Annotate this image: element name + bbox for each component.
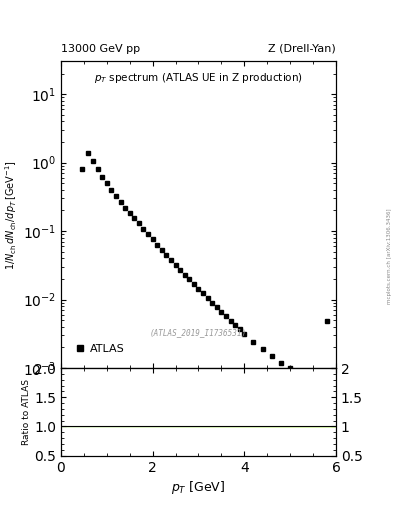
ATLAS (233, 323, 237, 329)
ATLAS (210, 300, 215, 306)
ATLAS (191, 281, 196, 287)
ATLAS (141, 226, 146, 232)
ATLAS (160, 247, 164, 253)
ATLAS (182, 272, 187, 278)
ATLAS (215, 304, 219, 310)
ATLAS (109, 187, 114, 193)
ATLAS (169, 257, 173, 263)
X-axis label: $p_T$ [GeV]: $p_T$ [GeV] (171, 479, 226, 496)
ATLAS (237, 326, 242, 332)
ATLAS (315, 382, 320, 388)
ATLAS (100, 174, 105, 180)
ATLAS (164, 252, 169, 258)
ATLAS (260, 346, 265, 352)
ATLAS (105, 180, 109, 186)
ATLAS (270, 353, 274, 359)
ATLAS (95, 165, 100, 172)
ATLAS (173, 262, 178, 268)
Text: (ATLAS_2019_I1736531): (ATLAS_2019_I1736531) (150, 328, 247, 337)
Text: $p_T$ spectrum (ATLAS UE in Z production): $p_T$ spectrum (ATLAS UE in Z production… (94, 71, 303, 84)
ATLAS (132, 215, 137, 221)
Y-axis label: Ratio to ATLAS: Ratio to ATLAS (22, 379, 31, 445)
ATLAS (219, 309, 224, 315)
ATLAS (118, 199, 123, 205)
ATLAS (205, 295, 210, 301)
ATLAS (146, 231, 151, 237)
ATLAS (150, 236, 155, 242)
ATLAS (201, 290, 206, 296)
ATLAS (127, 210, 132, 216)
Legend: ATLAS: ATLAS (66, 335, 134, 362)
ATLAS (155, 242, 160, 248)
ATLAS (325, 318, 329, 325)
ATLAS (178, 267, 182, 273)
Text: mcplots.cern.ch [arXiv:1306.3436]: mcplots.cern.ch [arXiv:1306.3436] (387, 208, 392, 304)
ATLAS (279, 359, 283, 366)
Text: 13000 GeV pp: 13000 GeV pp (61, 44, 140, 54)
ATLAS (91, 158, 95, 164)
ATLAS (196, 286, 201, 292)
ATLAS (242, 331, 247, 337)
Text: Z (Drell-Yan): Z (Drell-Yan) (268, 44, 336, 54)
ATLAS (228, 318, 233, 324)
Line: ATLAS: ATLAS (79, 151, 329, 387)
ATLAS (288, 365, 292, 371)
ATLAS (114, 193, 118, 199)
ATLAS (251, 339, 256, 345)
ATLAS (136, 220, 141, 226)
ATLAS (306, 376, 311, 382)
ATLAS (86, 150, 91, 156)
Y-axis label: $1/N_\mathregular{ch}\,dN_\mathregular{ch}/dp_T\,[\mathregular{GeV}^{-1}]$: $1/N_\mathregular{ch}\,dN_\mathregular{c… (3, 160, 18, 270)
ATLAS (79, 165, 84, 172)
ATLAS (187, 276, 192, 282)
ATLAS (297, 371, 302, 377)
ATLAS (123, 205, 127, 211)
ATLAS (224, 313, 228, 319)
